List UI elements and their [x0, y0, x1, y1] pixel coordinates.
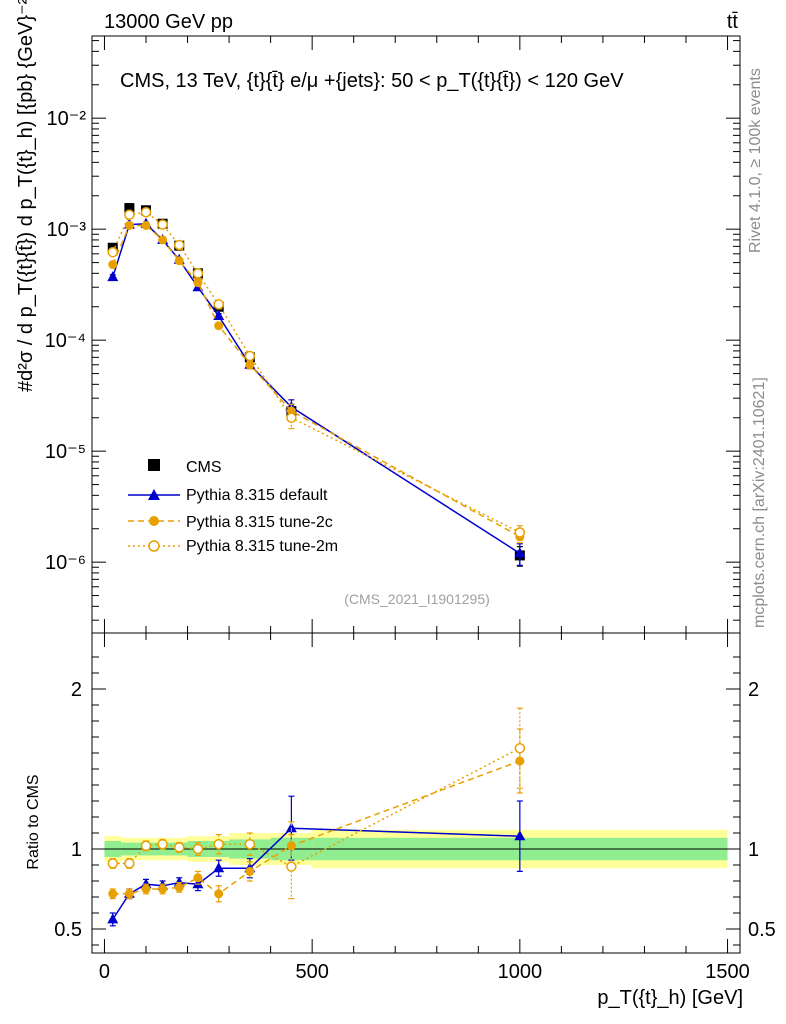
pythia-8-315-tune-2c-point [193, 278, 203, 288]
ratio-y-tick-label-right: 1 [748, 839, 759, 861]
legend: CMS Pythia 8.315 default Pythia 8.315 tu… [128, 459, 338, 555]
pythia-8-315-tune-2c-point [174, 882, 184, 892]
pythia-8-315-tune-2c-point [174, 256, 184, 266]
pythia-8-315-tune-2c-point [245, 360, 255, 370]
mcplots-label: mcplots.cern.ch [arXiv:2401.10621] [751, 377, 768, 628]
main-y-tick-label: 10⁻³ [47, 219, 87, 241]
pythia-8-315-tune-2m-point [192, 268, 204, 279]
x-axis-label: p_T({t}_h) [GeV] [597, 987, 743, 1009]
pythia-8-315-tune-2m-point [514, 527, 526, 538]
legend-label-tune2c: Pythia 8.315 tune-2c [186, 514, 333, 531]
pythia-8-315-tune-2m-point [213, 838, 224, 850]
pythia-8-315-tune-2c-point [158, 884, 168, 894]
pythia-8-315-tune-2m-point [192, 843, 204, 855]
pythia-8-315-tune-2c-point [108, 260, 118, 270]
rivet-version-label: Rivet 4.1.0, ≥ 100k events [747, 68, 764, 253]
pythia-8-315-tune-2c-point [141, 220, 151, 230]
pythia-8-315-tune-2c-line [112, 760, 521, 895]
ratio-y-tick-label: 2 [71, 679, 82, 701]
pythia-8-315-tune-2m-point [173, 239, 185, 251]
ratio-panel-frame [91, 632, 741, 954]
ratio-y-tick-label: 1 [71, 839, 82, 861]
pythia-8-315-tune-2m-point [157, 219, 168, 230]
pythia-8-315-tune-2m-point [244, 350, 256, 362]
pythia-8-315-tune-2m-point [124, 209, 135, 220]
x-tick-label: 500 [295, 961, 328, 983]
x-tick-label: 1500 [705, 961, 750, 983]
pythia-8-315-tune-2m-point [286, 412, 297, 423]
pythia-8-315-default-point [213, 862, 225, 873]
pythia-8-315-tune-2c-point [124, 889, 134, 899]
ratio-y-tick-label: 0.5 [54, 919, 82, 941]
analysis-watermark: (CMS_2021_I1901295) [344, 591, 490, 607]
cms-point [124, 203, 135, 214]
header-process-label: 13000 GeV pp [104, 11, 233, 33]
pythia-8-315-tune-2m-point [107, 246, 119, 258]
chart-title: CMS, 13 TeV, {t}{t̄} e/μ +{jets}: 50 < p… [120, 70, 624, 92]
pythia-8-315-tune-2c-point [141, 884, 151, 894]
pythia-8-315-default-point [213, 310, 225, 321]
pythia-8-315-default-point [285, 822, 297, 833]
pythia-8-315-tune-2m-point [107, 858, 119, 869]
pythia-8-315-tune-2c-point [214, 321, 224, 331]
pythia-8-315-default-point [192, 878, 204, 889]
pythia-8-315-tune-2m-point [140, 840, 152, 852]
pythia-8-315-tune-2m-point [213, 299, 224, 310]
pythia-8-315-tune-2c-point [124, 220, 134, 230]
pythia-8-315-tune-2c-point [108, 889, 118, 899]
pythia-8-315-tune-2m-line [112, 211, 521, 534]
x-tick-label: 0 [99, 961, 110, 983]
pythia-8-315-tune-2m-point [124, 858, 135, 869]
ratio-y-tick-label-right: 0.5 [748, 919, 776, 941]
legend-label-tune2m: Pythia 8.315 tune-2m [186, 538, 338, 555]
pythia-8-315-tune-2m-point [244, 838, 256, 850]
legend-marker-tune2m [148, 540, 160, 552]
pythia-8-315-tune-2m-point [173, 842, 185, 853]
header-ttbar-label: tt̄ [727, 11, 739, 33]
pythia-8-315-tune-2c-point [158, 235, 168, 245]
main-y-tick-label: 10⁻⁴ [45, 330, 86, 352]
pythia-8-315-default-point [107, 271, 119, 282]
ratio-y-tick-label-right: 2 [748, 679, 759, 701]
main-y-tick-label: 10⁻⁶ [45, 552, 86, 574]
x-tick-label: 1000 [498, 961, 543, 983]
pythia-8-315-default-point [514, 547, 526, 558]
legend-marker-cms [148, 459, 160, 471]
pythia-8-315-tune-2c-line [112, 224, 521, 538]
pythia-8-315-tune-2c-point [193, 873, 203, 883]
pythia-8-315-tune-2c-point [286, 841, 296, 851]
pythia-8-315-tune-2c-point [245, 866, 255, 876]
ratio-y-axis-label: Ratio to CMS [25, 774, 42, 869]
legend-label-default: Pythia 8.315 default [186, 487, 328, 504]
pythia-8-315-tune-2m-point [140, 207, 152, 218]
legend-marker-default [148, 489, 160, 500]
main-y-axis-label: #d²σ / d p_T({t}{t̄}) d p_T({t}_h) [{pb}… [15, 0, 37, 392]
pythia-8-315-tune-2m-point [286, 861, 297, 872]
pythia-8-315-tune-2c-point [214, 889, 224, 899]
main-y-tick-label: 10⁻² [47, 108, 87, 130]
pythia-8-315-tune-2m-point [514, 742, 526, 754]
pythia-8-315-default-line [112, 827, 520, 920]
legend-label-cms: CMS [186, 459, 222, 476]
legend-marker-tune2c [149, 516, 159, 526]
pythia-8-315-tune-2m-point [157, 838, 168, 850]
main-y-tick-label: 10⁻⁵ [45, 441, 86, 463]
pythia-8-315-default-point [107, 913, 119, 924]
pythia-8-315-default-line [112, 222, 521, 554]
pythia-8-315-default-point [514, 830, 526, 841]
